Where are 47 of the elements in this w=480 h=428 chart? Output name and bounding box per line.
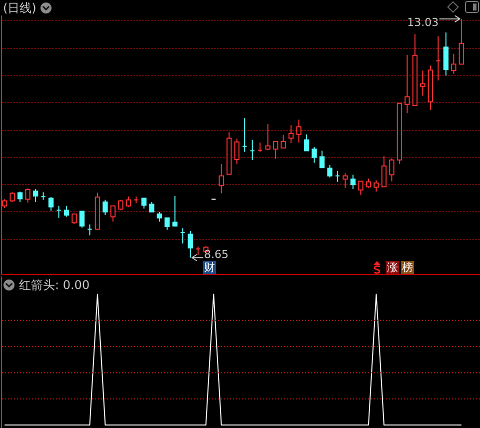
candlestick <box>218 163 224 194</box>
candlestick <box>420 70 426 96</box>
candlestick <box>458 18 464 65</box>
candlestick <box>374 180 379 192</box>
candlestick <box>443 32 449 76</box>
candlestick <box>312 146 317 164</box>
candlestick <box>25 188 30 204</box>
candlestick <box>164 217 170 230</box>
candlestick <box>126 196 132 208</box>
candlestick <box>296 119 302 144</box>
candlestick <box>272 141 278 160</box>
candlestick <box>149 202 154 212</box>
candlestick <box>358 180 364 196</box>
candlestick <box>141 198 147 210</box>
candlestick <box>288 124 294 144</box>
annotation: 财 <box>203 261 216 274</box>
candlestick <box>110 205 116 222</box>
candlestick <box>350 174 356 190</box>
candlestick <box>156 211 162 222</box>
annotation: 涨 <box>386 261 399 274</box>
annotation: 13.03 <box>407 16 439 29</box>
candlestick <box>451 53 456 74</box>
candlestick <box>64 205 70 218</box>
candlestick <box>389 158 394 182</box>
candlestick <box>304 134 310 152</box>
chart-title: (日线) <box>3 1 36 15</box>
candlestick <box>79 210 85 228</box>
candlestick <box>32 188 38 203</box>
annotation: 8.65 <box>204 248 228 262</box>
candlestick <box>17 191 23 203</box>
candlestick <box>234 138 240 164</box>
candlestick <box>327 164 332 178</box>
candlestick <box>265 124 270 151</box>
candlestick <box>172 196 178 228</box>
candlestick <box>102 199 108 216</box>
candlestick <box>366 178 372 188</box>
candlestick <box>188 230 193 258</box>
candlestick <box>381 156 387 188</box>
candlestick <box>404 54 410 114</box>
candlestick <box>10 192 15 203</box>
annotation: 榜 <box>401 261 414 274</box>
candlestick <box>118 199 124 211</box>
candlestick <box>319 150 325 168</box>
chart-title: 红箭头: 0.00 <box>19 278 90 292</box>
candlestick <box>342 172 348 188</box>
candlestick <box>280 134 286 149</box>
candlestick <box>48 196 54 212</box>
